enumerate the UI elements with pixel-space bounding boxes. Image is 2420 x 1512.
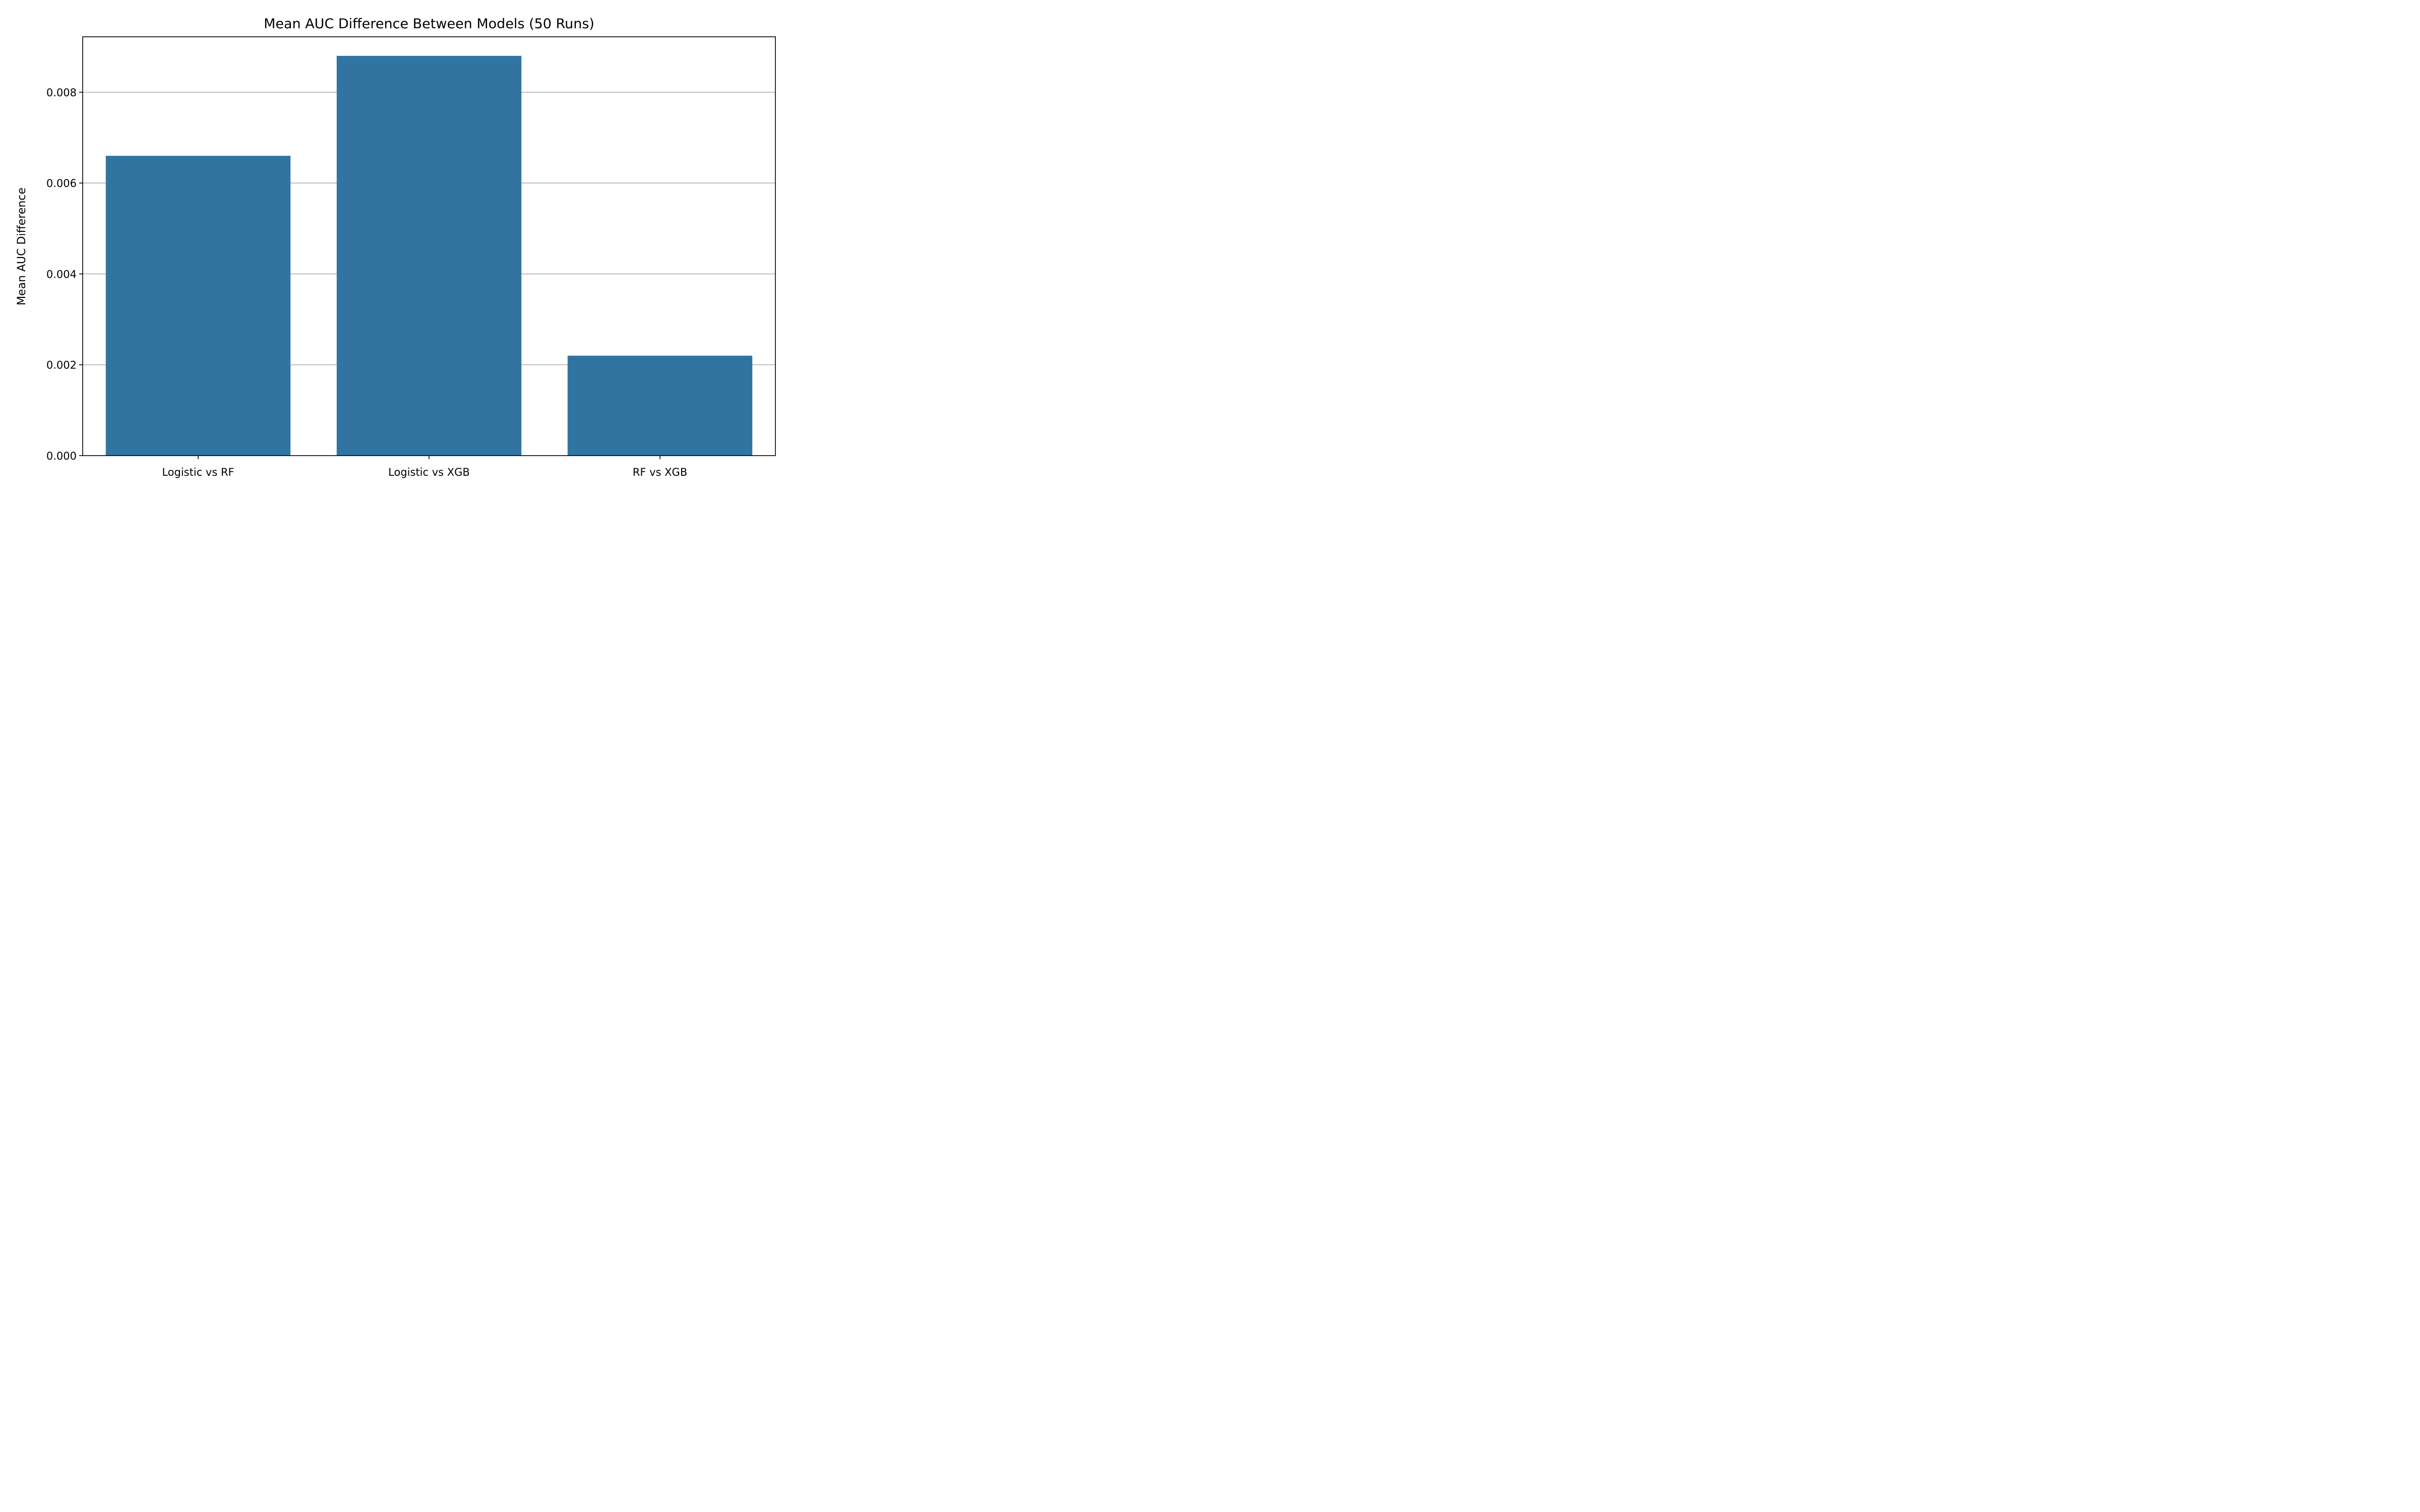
y-tick-label: 0.000 [46,450,77,462]
y-axis: 0.000 0.002 0.004 0.006 0.008 [46,87,83,462]
x-tick-label: Logistic vs XGB [388,466,470,478]
x-tick-label: Logistic vs RF [162,466,234,478]
x-tick-label: RF vs XGB [633,466,687,478]
y-tick-label: 0.008 [46,87,77,99]
bar-rf-vs-xgb [567,355,753,456]
bar-chart: Mean AUC Difference Between Models (50 R… [16,16,776,478]
y-tick-label: 0.004 [46,268,77,280]
y-tick-label: 0.002 [46,359,77,371]
y-tick-label: 0.006 [46,177,77,190]
chart-title: Mean AUC Difference Between Models (50 R… [264,16,594,32]
bars [105,55,753,456]
y-axis-label: Mean AUC Difference [16,187,28,305]
bar-logistic-vs-rf [105,156,291,456]
x-axis: Logistic vs RF Logistic vs XGB RF vs XGB [162,456,687,478]
bar-logistic-vs-xgb [336,55,522,456]
